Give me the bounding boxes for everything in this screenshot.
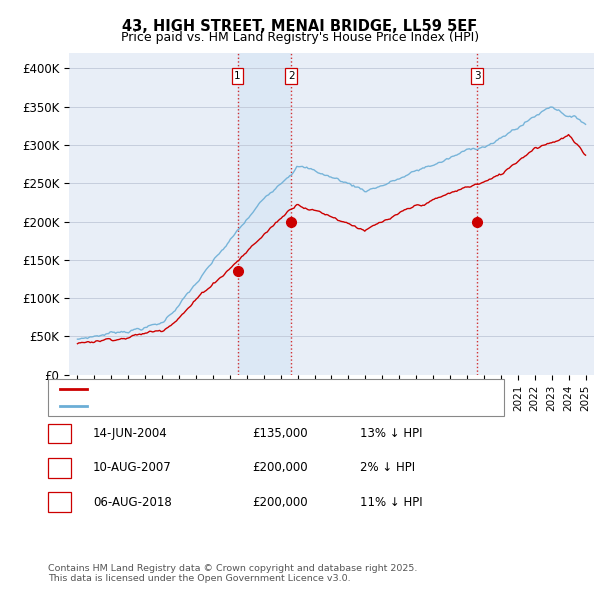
Text: 2: 2 <box>56 461 63 474</box>
Text: 1: 1 <box>56 427 63 440</box>
Text: 13% ↓ HPI: 13% ↓ HPI <box>360 427 422 440</box>
Text: 43, HIGH STREET, MENAI BRIDGE, LL59 5EF (detached house): 43, HIGH STREET, MENAI BRIDGE, LL59 5EF … <box>93 384 431 394</box>
Text: 3: 3 <box>474 71 481 81</box>
Text: 14-JUN-2004: 14-JUN-2004 <box>93 427 168 440</box>
Text: HPI: Average price, detached house, Isle of Anglesey: HPI: Average price, detached house, Isle… <box>93 401 382 411</box>
Text: 06-AUG-2018: 06-AUG-2018 <box>93 496 172 509</box>
Text: 10-AUG-2007: 10-AUG-2007 <box>93 461 172 474</box>
Text: £135,000: £135,000 <box>252 427 308 440</box>
Text: 11% ↓ HPI: 11% ↓ HPI <box>360 496 422 509</box>
Text: £200,000: £200,000 <box>252 461 308 474</box>
Text: Price paid vs. HM Land Registry's House Price Index (HPI): Price paid vs. HM Land Registry's House … <box>121 31 479 44</box>
Text: Contains HM Land Registry data © Crown copyright and database right 2025.
This d: Contains HM Land Registry data © Crown c… <box>48 563 418 583</box>
Bar <box>238 53 291 375</box>
Text: 2: 2 <box>288 71 295 81</box>
Text: 1: 1 <box>234 71 241 81</box>
Text: 43, HIGH STREET, MENAI BRIDGE, LL59 5EF: 43, HIGH STREET, MENAI BRIDGE, LL59 5EF <box>122 19 478 34</box>
Text: 3: 3 <box>56 496 63 509</box>
Text: 2% ↓ HPI: 2% ↓ HPI <box>360 461 415 474</box>
Text: £200,000: £200,000 <box>252 496 308 509</box>
